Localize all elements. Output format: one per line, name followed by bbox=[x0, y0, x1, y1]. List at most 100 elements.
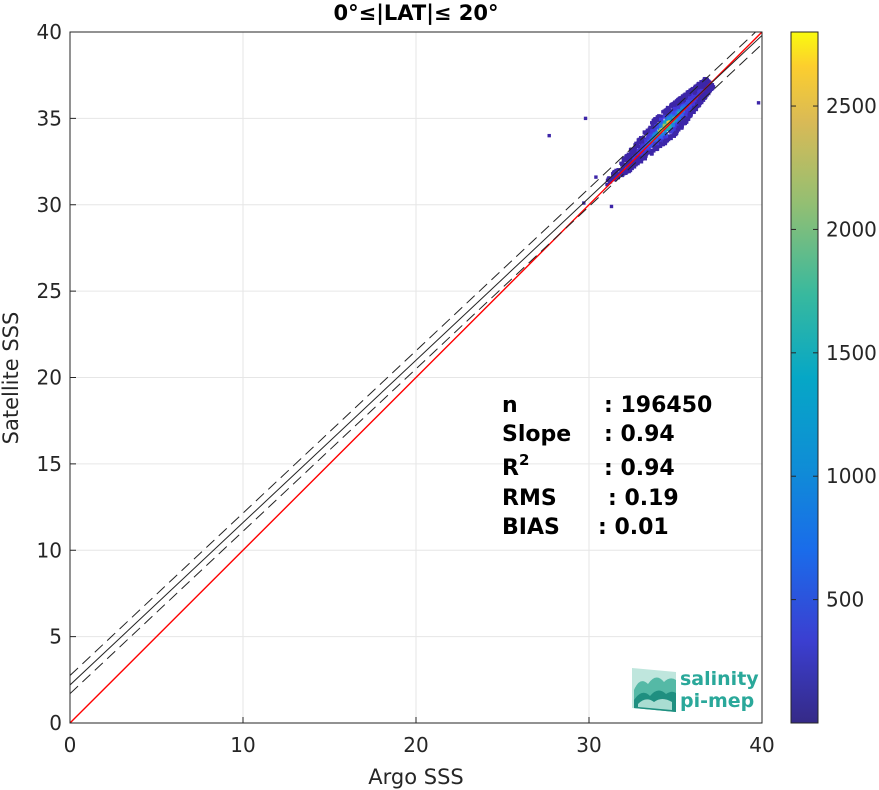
density-cell bbox=[680, 125, 684, 129]
density-cell bbox=[679, 97, 683, 102]
density-cell bbox=[666, 137, 671, 142]
density-cell bbox=[688, 112, 692, 116]
density-cell bbox=[616, 175, 621, 180]
density-cell bbox=[655, 145, 659, 149]
y-tick-label: 0 bbox=[49, 711, 62, 735]
density-cell bbox=[703, 89, 708, 93]
density-cell bbox=[650, 123, 655, 127]
density-cell bbox=[684, 113, 688, 117]
density-cell bbox=[666, 121, 670, 125]
density-cell bbox=[693, 91, 697, 95]
density-cell bbox=[655, 124, 660, 128]
density-cell bbox=[625, 155, 629, 159]
density-cell bbox=[610, 177, 614, 181]
y-tick-label: 10 bbox=[37, 538, 62, 562]
density-cell bbox=[654, 147, 659, 152]
density-cell bbox=[670, 128, 674, 132]
density-cell bbox=[669, 130, 673, 134]
reference-line bbox=[70, 35, 762, 686]
density-cell bbox=[632, 165, 637, 169]
density-cell bbox=[681, 95, 686, 99]
colorbar bbox=[790, 31, 819, 724]
density-cell bbox=[673, 106, 677, 111]
density-cell bbox=[684, 97, 688, 101]
y-tick-label: 25 bbox=[37, 279, 62, 303]
density-cell bbox=[650, 148, 654, 153]
density-cell bbox=[638, 158, 642, 163]
density-cell bbox=[677, 101, 681, 105]
density-cell bbox=[668, 124, 672, 129]
stat-value: : 0.94 bbox=[604, 422, 675, 447]
density-cell bbox=[641, 156, 645, 161]
density-cell bbox=[706, 90, 710, 95]
density-cell bbox=[650, 133, 654, 138]
density-cell bbox=[687, 108, 691, 112]
density-cell bbox=[691, 93, 695, 97]
density-cell bbox=[680, 103, 685, 107]
density-cell bbox=[685, 114, 690, 119]
colorbar-ticks: 500 1000 1500 2000 2500 bbox=[791, 94, 877, 612]
density-cell bbox=[698, 93, 702, 97]
density-cell bbox=[663, 111, 667, 115]
density-cell bbox=[633, 147, 638, 152]
density-cell bbox=[687, 92, 691, 97]
density-cell bbox=[669, 115, 673, 119]
density-cell bbox=[634, 158, 638, 162]
density-cell bbox=[659, 117, 663, 122]
density-cell bbox=[635, 152, 640, 157]
density-cell bbox=[654, 121, 658, 125]
density-cell bbox=[666, 116, 671, 120]
density-cell bbox=[605, 182, 609, 187]
density-cell bbox=[699, 88, 704, 93]
density-cell bbox=[682, 121, 686, 126]
density-cell bbox=[687, 100, 692, 104]
density-cell bbox=[652, 142, 657, 146]
density-cell bbox=[664, 139, 668, 144]
density-cell bbox=[669, 134, 674, 138]
density-cell bbox=[630, 152, 635, 157]
density-cell bbox=[654, 139, 658, 143]
density-cell bbox=[606, 177, 610, 181]
density-cell bbox=[659, 124, 663, 128]
x-tick-label: 0 bbox=[64, 733, 77, 757]
density-cell bbox=[665, 111, 669, 116]
density-cell bbox=[652, 146, 656, 151]
density-cell bbox=[673, 118, 677, 122]
density-cell bbox=[654, 137, 659, 141]
density-cell bbox=[663, 135, 667, 139]
density-cell bbox=[705, 86, 709, 90]
density-cell bbox=[667, 113, 671, 117]
density-cell bbox=[677, 122, 682, 127]
density-cell bbox=[640, 141, 644, 146]
density-cell bbox=[632, 160, 637, 164]
chart-title: 0°≤|LAT|≤ 20° bbox=[333, 1, 498, 26]
density-cell bbox=[613, 178, 617, 182]
density-cell bbox=[687, 114, 692, 119]
x-tick-label: 20 bbox=[403, 733, 428, 757]
density-cell bbox=[673, 104, 678, 109]
density-cell bbox=[629, 164, 633, 168]
density-cell bbox=[671, 134, 676, 138]
stat-label: RMS bbox=[502, 486, 557, 511]
logo-line-2: pi-mep bbox=[680, 690, 754, 712]
density-cell bbox=[615, 172, 620, 177]
y-axis-label: Satellite SSS bbox=[0, 312, 23, 445]
density-cell bbox=[657, 127, 661, 131]
density-cell bbox=[693, 98, 697, 103]
reference-line bbox=[70, 43, 762, 694]
density-cell bbox=[669, 125, 674, 130]
density-cell bbox=[664, 116, 669, 120]
density-cell bbox=[699, 82, 703, 87]
density-cell bbox=[646, 129, 650, 134]
density-cell bbox=[658, 144, 663, 149]
density-cell bbox=[641, 143, 645, 147]
density-cell bbox=[676, 97, 680, 102]
density-cell bbox=[628, 155, 633, 160]
density-cell bbox=[668, 134, 672, 138]
density-cell bbox=[655, 118, 660, 123]
density-cell bbox=[622, 156, 626, 160]
stat-value: : 0.01 bbox=[598, 515, 669, 540]
density-cell bbox=[616, 168, 620, 172]
y-tick-label: 15 bbox=[37, 452, 62, 476]
